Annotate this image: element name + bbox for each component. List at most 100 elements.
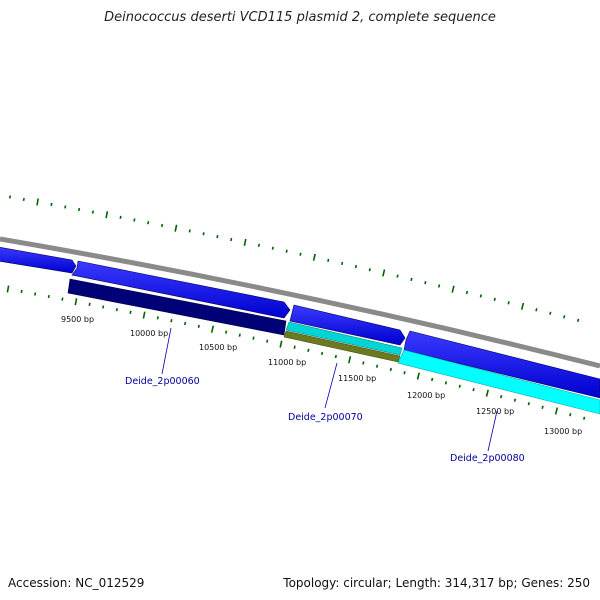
inner-tick [431,377,434,382]
gene-deide-2p00070-cds[interactable] [285,321,403,356]
outer-tick [507,301,510,305]
outer-tick [64,205,67,209]
inner-tick [115,308,118,312]
inner-tick [583,416,586,420]
inner-tick [210,325,214,333]
inner-tick [293,345,296,349]
inner-tick-marks [6,285,586,420]
inner-tick [34,292,37,296]
gene-deide-2p00070-rna[interactable] [283,330,401,363]
gene-label-deide-2p00070[interactable]: Deide_2p00070 [288,412,363,423]
inner-tick [252,336,255,340]
outer-tick [36,198,39,206]
inner-tick [238,333,241,337]
gene-label-deide-2p00080[interactable]: Deide_2p00080 [450,453,525,464]
inner-tick [102,305,105,309]
inner-tick [321,351,324,356]
outer-tick [8,195,12,199]
inner-tick [458,384,461,388]
inner-tick [47,294,50,299]
outer-tick [230,237,233,242]
outer-tick [105,211,109,219]
scale-label-11500: 11500 bp [338,374,376,383]
inner-tick [88,302,91,306]
outer-tick [119,215,122,219]
forward-gene-2[interactable] [71,260,291,319]
inner-tick [61,297,64,301]
outer-tick [396,274,399,278]
leader-line-deide-2p00080 [487,410,498,452]
outer-tick [549,311,552,315]
forward-gene-4[interactable] [403,330,600,399]
inner-tick [485,389,489,397]
inner-tick [279,340,283,348]
inner-tick [554,407,559,415]
outer-tick [161,223,164,228]
gene-deide-2p00060[interactable] [67,278,287,336]
inner-tick [541,405,544,410]
outer-tick-marks [8,195,580,323]
outer-tick [285,249,288,253]
leader-line-deide-2p00060 [161,327,172,375]
outer-tick [535,308,538,312]
outer-tick [174,224,178,232]
outer-tick [188,229,191,233]
plasmid-backbone [0,236,600,369]
forward-gene-3[interactable] [289,304,406,346]
outer-tick [520,302,525,310]
outer-tick [493,297,496,301]
scale-label-12000: 12000 bp [407,391,445,400]
inner-tick [403,371,406,375]
scale-label-12500: 12500 bp [476,407,514,416]
outer-tick [216,234,219,239]
inner-tick [527,402,530,406]
outer-tick [563,315,566,319]
inner-tick [307,348,310,352]
scale-label-13000: 13000 bp [544,427,582,436]
inner-tick [334,354,337,359]
leader-line-deide-2p00070 [324,362,338,409]
outer-tick [50,202,53,207]
outer-tick [202,232,205,236]
inner-tick [348,356,352,364]
outer-tick [479,294,482,298]
inner-tick [444,381,448,385]
inner-tick [569,412,572,417]
outer-tick [91,210,94,214]
outer-tick [424,281,427,285]
inner-tick [20,289,23,294]
outer-tick [22,197,25,202]
outer-tick [354,264,358,269]
inner-tick [74,298,78,306]
forward-gene-1[interactable] [0,247,77,274]
gene-label-deide-2p00060[interactable]: Deide_2p00060 [125,376,200,387]
outer-tick [451,285,455,293]
inner-tick [416,372,420,380]
inner-tick [513,398,517,402]
inner-tick [142,311,146,319]
outer-tick [78,207,81,212]
outer-tick [327,258,330,262]
outer-tick [312,253,316,261]
inner-tick [197,324,200,328]
outer-tick [410,277,413,281]
outer-tick [438,284,441,288]
inner-tick [225,330,228,334]
accession-text: Accession: NC_012529 [8,576,145,590]
outer-tick [271,246,274,250]
inner-tick [6,285,10,293]
gene-deide-2p00080[interactable] [397,349,600,415]
inner-tick [170,319,173,323]
inner-tick [266,339,269,343]
outer-tick [576,318,580,323]
inner-tick [362,361,365,365]
scale-label-11000: 11000 bp [268,358,306,367]
outer-tick [133,218,136,222]
outer-tick [368,268,371,272]
inner-tick [184,321,187,326]
sequence-summary-text: Topology: circular; Length: 314,317 bp; … [283,576,590,590]
map-title: Deinococcus deserti VCD115 plasmid 2, co… [104,10,496,25]
outer-tick [465,290,469,295]
inner-tick [472,388,475,392]
scale-label-9500: 9500 bp [61,315,94,324]
